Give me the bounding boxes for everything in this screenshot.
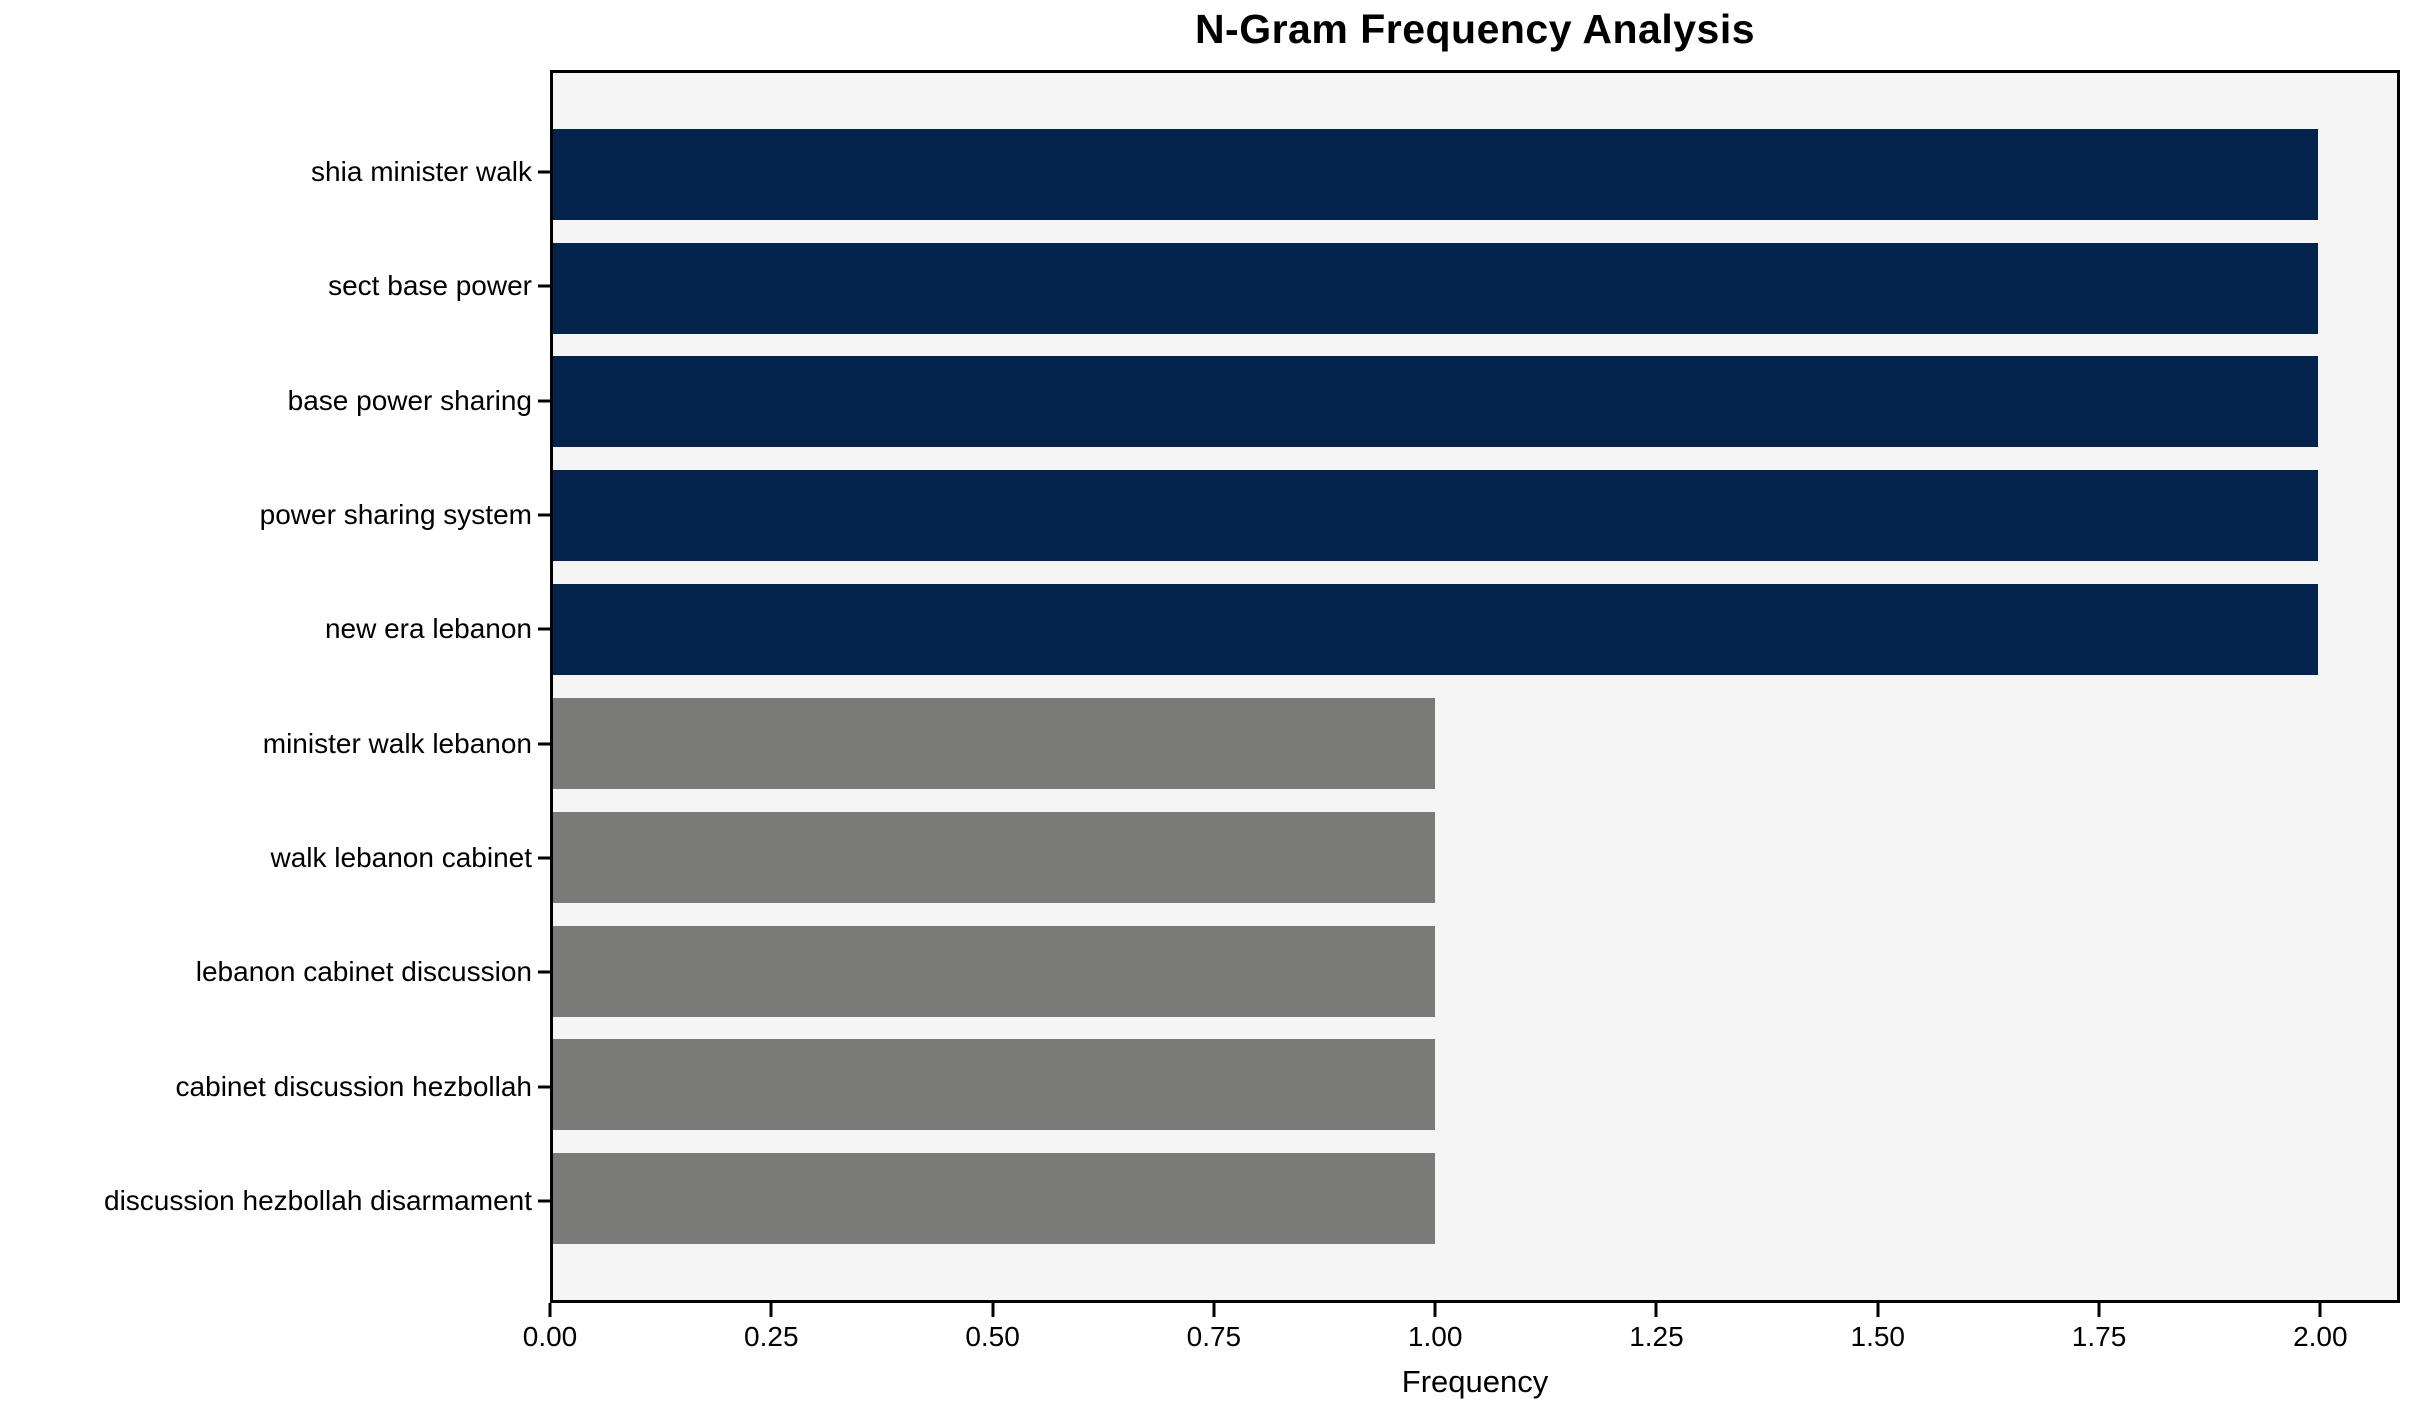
y-tick-mark [538,1199,550,1203]
y-tick-label: minister walk lebanon [262,727,532,759]
x-tick-mark [1876,1303,1880,1317]
x-tick-label: 0.50 [965,1321,1020,1352]
y-tick-mark [538,970,550,974]
x-tick-label: 2.00 [2293,1321,2348,1352]
y-tick-mark [538,856,550,860]
y-tick-label: discussion hezbollah disarmament [104,1185,532,1217]
x-tick-mark [991,1303,995,1317]
y-tick-mark [538,399,550,403]
bar-walk-lebanon-cabinet [553,811,1436,903]
bar-sect-base-power [553,242,2318,334]
x-tick-label: 1.25 [1629,1321,1684,1352]
bar-base-power-sharing [553,356,2318,448]
y-axis-ticks [538,70,550,1303]
bar-cabinet-discussion-hezbollah [553,1039,1436,1131]
x-tick-label: 1.50 [1850,1321,1906,1352]
x-tick-label: 1.75 [2071,1321,2127,1352]
x-axis-tick-labels: 0.00 0.25 0.50 0.75 1.00 1.25 1.50 1.75 2.00 [523,1321,2400,1357]
x-tick-mark [2318,1303,2322,1317]
y-tick-label: lebanon cabinet discussion [195,956,532,988]
y-tick-mark [538,742,550,746]
x-tick-label: 1.00 [1407,1321,1463,1352]
y-tick-label: shia minister walk [311,155,532,187]
x-tick-mark [1212,1303,1216,1317]
x-tick-label: 0.25 [744,1321,799,1352]
y-tick-mark [538,627,550,631]
x-tick-mark [2097,1303,2101,1317]
x-tick-mark [1433,1303,1437,1317]
y-tick-mark [538,513,550,517]
y-tick-mark [538,284,550,288]
bar-minister-walk-lebanon [553,697,1436,789]
chart-title: N-Gram Frequency Analysis [1194,6,1756,52]
y-tick-label: sect base power [328,270,532,302]
y-axis-labels: shia minister walk sect base power base po… [0,70,532,1303]
y-tick-label: power sharing system [259,498,532,530]
x-tick-mark [1654,1303,1658,1317]
y-tick-mark [538,1085,550,1089]
bar-new-era-lebanon [553,584,2318,676]
x-axis-title: Frequency [1401,1364,1549,1399]
y-tick-label: new era lebanon [324,613,532,645]
y-tick-label: base power sharing [287,384,532,416]
x-tick-label: 0.00 [522,1321,578,1352]
x-axis-ticks [548,1303,2400,1318]
bar-shia-minister-walk [553,128,2318,220]
x-tick-label: 0.75 [1186,1321,1242,1352]
x-tick-mark [769,1303,773,1317]
bar-power-sharing-system [553,470,2318,562]
x-tick-mark [548,1303,552,1317]
y-tick-mark [538,170,550,174]
bar-lebanon-cabinet-discussion [553,925,1436,1017]
plot-area [550,70,2400,1303]
y-tick-label: walk lebanon cabinet [270,842,532,874]
bar-discussion-hezbollah-disarmament [553,1153,1436,1245]
y-tick-label: cabinet discussion hezbollah [175,1070,532,1102]
